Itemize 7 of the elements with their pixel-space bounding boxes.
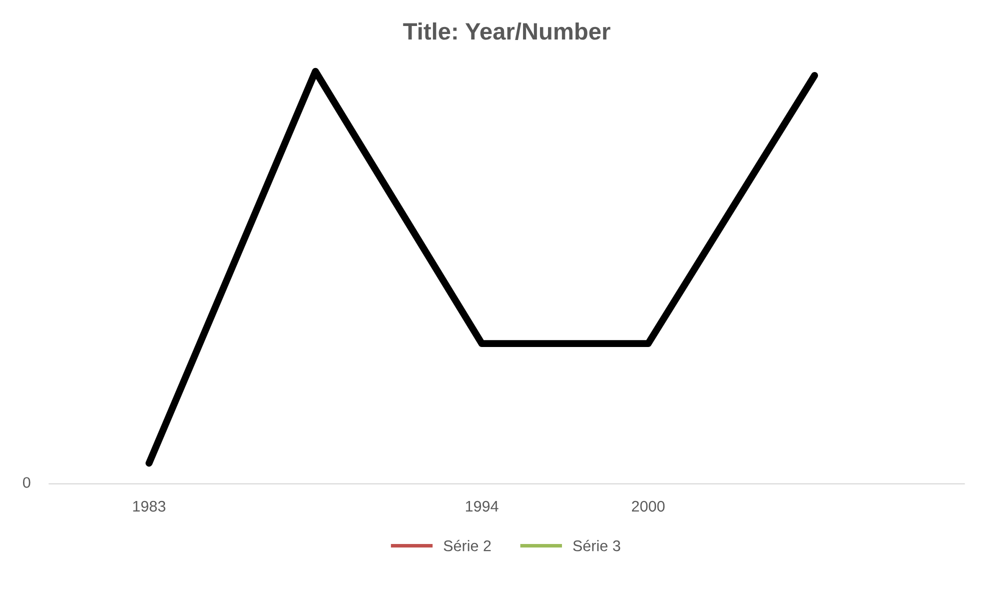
legend-label: Série 2: [444, 540, 491, 552]
x-tick-label: 1994: [466, 500, 498, 512]
chart-title: Title: Year/Number: [403, 22, 610, 40]
x-tick-label: 1983: [133, 500, 166, 512]
x-tick-label: 2000: [632, 500, 665, 512]
legend-label: Série 3: [573, 540, 620, 552]
text: 0: [23, 477, 30, 488]
